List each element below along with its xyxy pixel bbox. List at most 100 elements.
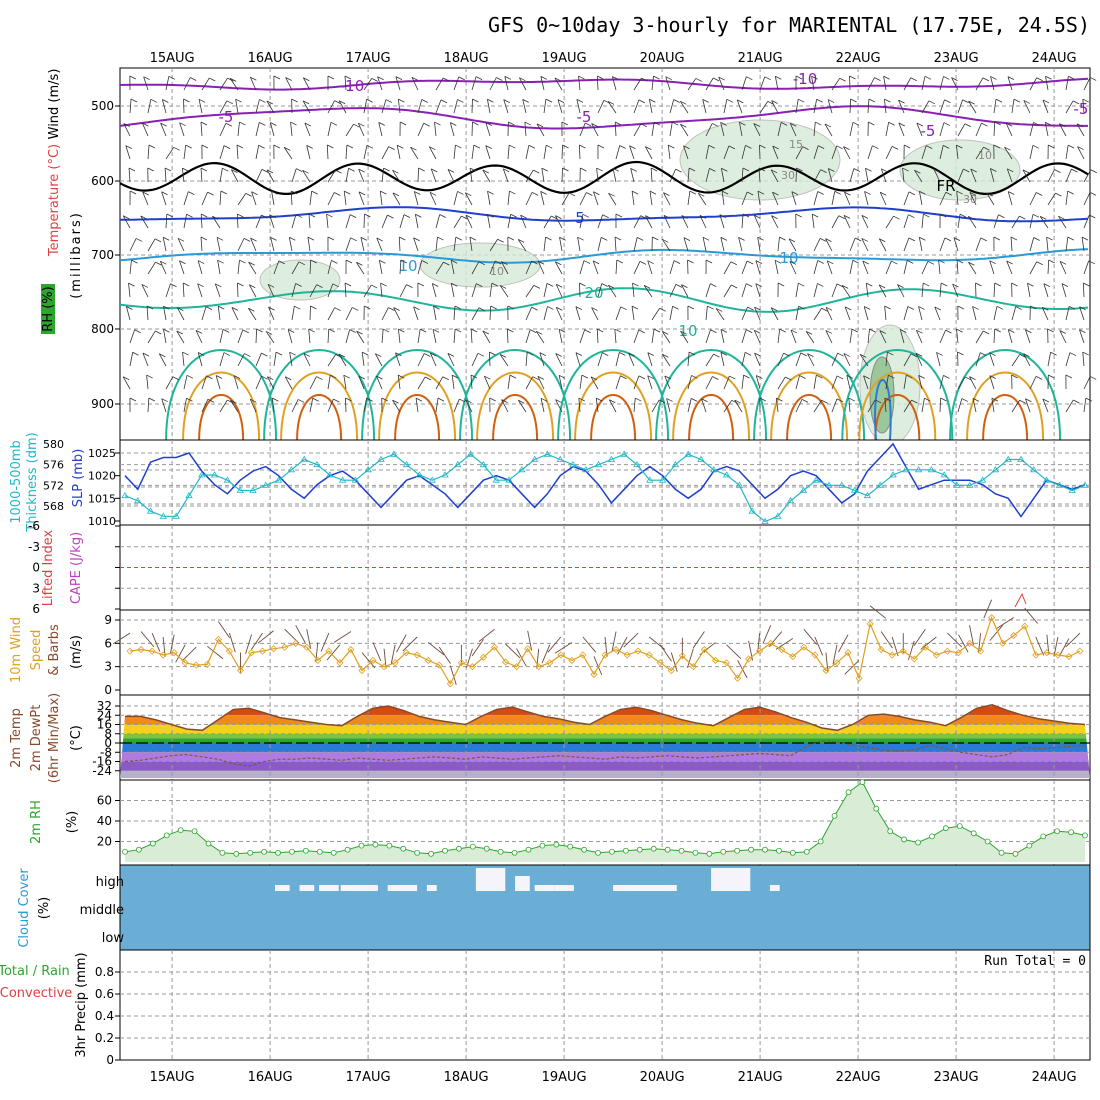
wind-barb: [428, 146, 437, 160]
wind-barb: [1011, 306, 1017, 321]
tick-label: 20: [97, 835, 112, 849]
top-date-label: 18AUG: [444, 51, 489, 66]
wind-barb: [543, 215, 552, 229]
wind-speed-point: [667, 666, 675, 675]
wind-barb: [231, 307, 239, 321]
wind-barb: [825, 330, 833, 344]
wind-barb-flag: [251, 191, 258, 196]
wind-barb: [615, 375, 621, 390]
wind-speed-point: [148, 647, 156, 655]
wind-barb-flag: [244, 353, 251, 357]
wind-barb-flag: [729, 375, 736, 380]
wind-barb: [543, 145, 547, 160]
wind-barb: [302, 169, 311, 183]
wind-barb-flag: [821, 399, 828, 404]
wind-barb-flag: [503, 168, 510, 173]
wind-barb-flag: [489, 397, 496, 402]
wind-barb: [161, 99, 167, 114]
wind-barb: [125, 145, 131, 160]
wind-barb: [520, 214, 527, 229]
low-level-temp-cell: [655, 349, 768, 441]
wind-barb-flag: [582, 213, 590, 218]
wind-barb: [381, 214, 388, 229]
wind-barb-flag: [540, 397, 548, 402]
wind-barb: [327, 122, 332, 137]
wind-barb: [235, 99, 239, 114]
wind-barb: [464, 192, 473, 206]
wind-barb-flag: [230, 78, 237, 82]
wind-barb: [1065, 145, 1069, 160]
wind-barb: [972, 398, 977, 413]
wind-barb: [376, 237, 383, 252]
wind-barb-flag: [1088, 260, 1095, 265]
wind-barb: [843, 353, 851, 367]
wind-barb-flag: [457, 191, 464, 195]
wind-barb: [989, 168, 995, 183]
wind-barb: [302, 77, 311, 91]
wind-barb: [451, 375, 455, 390]
wind-barb-flag: [494, 260, 502, 265]
wind-barb: [936, 352, 941, 367]
wind-barb-flag: [294, 305, 301, 310]
wind-speed-point: [634, 647, 642, 655]
wind-barb-flag: [630, 168, 637, 172]
wind-barb: [969, 192, 977, 206]
wind-speed-point: [700, 645, 708, 654]
low-level-temp-cell: [688, 394, 735, 441]
wind-barb-flag: [1019, 399, 1026, 404]
wind-barb: [554, 77, 563, 91]
thickness-point: [262, 481, 270, 488]
wind-barb-flag: [499, 354, 507, 358]
wind-barb: [535, 331, 545, 344]
contour-5: [120, 206, 1089, 223]
tick-label: 0: [104, 683, 112, 697]
wind-barb-flag: [738, 237, 745, 241]
wind-barb-flag: [596, 397, 603, 402]
wind-barb-flag: [771, 307, 778, 312]
wind-barb-flag: [217, 259, 224, 264]
wind-barb: [770, 169, 779, 183]
wind-barb: [432, 329, 437, 344]
wind-barb-flag: [161, 398, 168, 403]
wind-barb: [916, 330, 923, 344]
wind-barb-flag: [349, 214, 357, 218]
wind-barb: [975, 122, 982, 137]
millibars-axis-label: (millibars): [69, 211, 84, 299]
wind-barb: [555, 399, 563, 413]
wind-barb-flag: [872, 145, 879, 150]
wind-barb-flag: [836, 145, 843, 150]
wind-barb: [1077, 146, 1085, 160]
wind-speed-point: [1065, 652, 1073, 661]
wind-barb: [933, 169, 941, 183]
rh-point: [873, 805, 880, 812]
rh-point: [970, 830, 977, 837]
slp-tick: 1020: [88, 470, 116, 483]
wind-barb: [844, 191, 851, 206]
wind-barb: [754, 352, 761, 367]
wind-barb: [255, 352, 262, 367]
wind-speed-line: [129, 616, 1081, 686]
wind-barb: [309, 284, 317, 298]
cloud-high-gap: [387, 885, 418, 891]
rh-point: [984, 838, 991, 845]
wind-barb: [952, 283, 959, 298]
wind-barb: [774, 260, 779, 275]
surface-wind-barb: [295, 625, 306, 644]
wind-barb-flag: [1069, 352, 1077, 356]
wind-barb: [356, 330, 365, 344]
wind-barb: [956, 191, 959, 206]
wind-barb: [741, 306, 748, 321]
wind-barb-flag: [371, 77, 378, 82]
wind-barb: [453, 145, 456, 160]
wind-barb: [702, 99, 707, 114]
wind-barb: [630, 168, 635, 183]
cloud-high-gap: [711, 868, 751, 891]
wind-barb: [753, 330, 761, 344]
wind-barb: [291, 283, 296, 298]
wind-barb-flag: [1035, 376, 1043, 380]
wind-barb: [142, 191, 149, 206]
surface-wind-barb: [687, 648, 694, 668]
wind-barb-flag: [132, 351, 139, 356]
